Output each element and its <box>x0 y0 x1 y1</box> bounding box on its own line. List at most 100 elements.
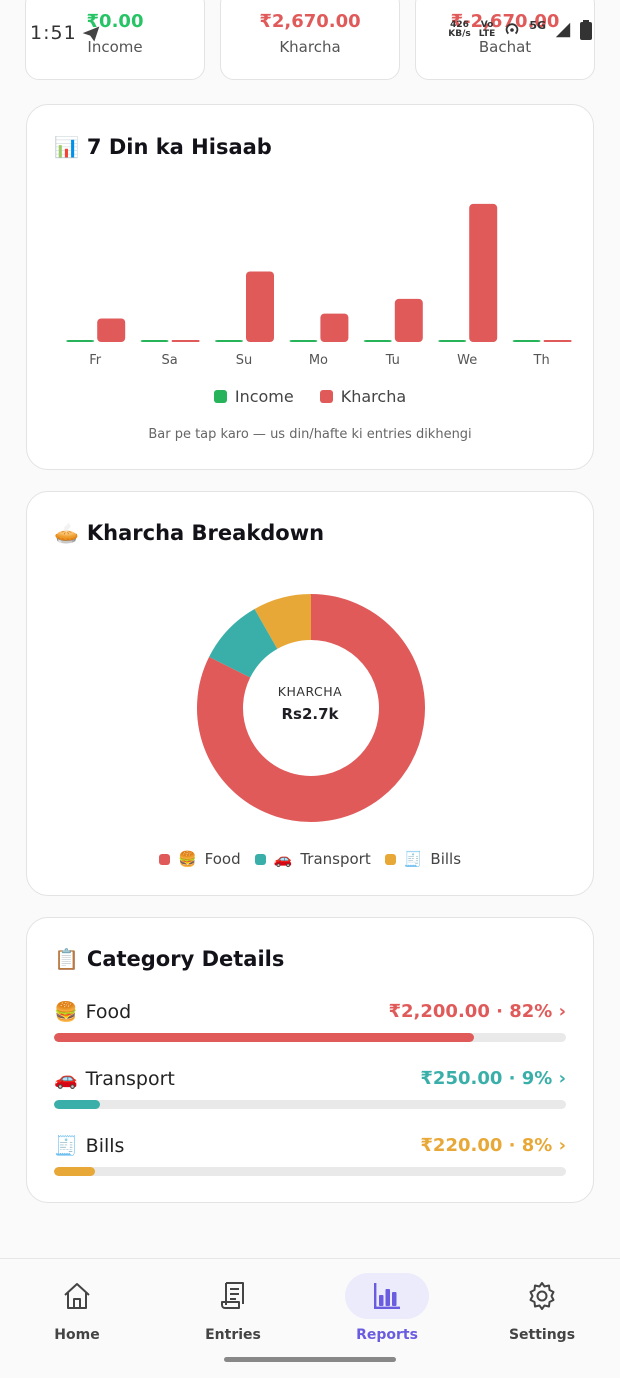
bills-slice[interactable] <box>254 594 312 650</box>
receipt-icon <box>191 1273 275 1319</box>
legend-kharcha: Kharcha <box>319 387 407 406</box>
legend-income: Income <box>213 387 294 406</box>
donut-center: KHARCHA Rs2.7k <box>27 684 593 723</box>
kharcha-bar[interactable] <box>97 318 126 342</box>
nav-home[interactable]: Home <box>22 1273 132 1343</box>
income-bar[interactable] <box>140 340 169 342</box>
legend-bills-label: Bills <box>430 850 462 868</box>
legend-food-swatch <box>158 853 170 865</box>
bachat-summary-card[interactable]: ₹-2,670.00 Bachat <box>415 0 595 80</box>
bar-chart-icon: 📊 <box>54 135 79 159</box>
legend-bills: 🧾 Bills <box>384 850 462 868</box>
category-name: 🧾 Bills <box>54 1134 125 1158</box>
category-progress-track <box>54 1167 566 1176</box>
receipt-icon: 🧾 <box>403 850 423 868</box>
legend-income-label: Income <box>234 387 294 406</box>
legend-transport-label: Transport <box>300 850 371 868</box>
kharcha-bar[interactable] <box>171 340 200 342</box>
x-tick-label: Su <box>236 353 253 368</box>
pie-icon: 🥧 <box>54 521 79 545</box>
category-details-card: 📋 Category Details 🍔 Food ₹2,200.00 · 82… <box>26 917 594 1203</box>
kharcha-bar[interactable] <box>320 313 349 342</box>
category-amount: ₹2,200.00 · 82% › <box>388 1001 567 1022</box>
legend-bills-swatch <box>384 853 396 865</box>
summary-row: ₹0.00 Income ₹2,670.00 Kharcha ₹-2,670.0… <box>25 0 595 80</box>
income-bar[interactable] <box>512 340 541 342</box>
chart-hint: Bar pe tap karo — us din/hafte ki entrie… <box>148 427 472 442</box>
legend-kharcha-label: Kharcha <box>340 387 407 406</box>
weekly-chart-legend: Income Kharcha <box>27 387 593 406</box>
kharcha-donut-chart[interactable] <box>27 492 595 897</box>
category-progress-fill <box>54 1033 474 1042</box>
nav-home-label: Home <box>54 1327 100 1343</box>
category-name: 🚗 Transport <box>54 1067 175 1091</box>
category-amount: ₹250.00 · 9% › <box>420 1068 566 1089</box>
income-label: Income <box>87 38 143 56</box>
income-bar[interactable] <box>66 340 95 342</box>
x-tick-label: Th <box>533 353 550 368</box>
income-summary-card[interactable]: ₹0.00 Income <box>25 0 205 80</box>
category-row-transport[interactable]: 🚗 Transport ₹250.00 · 9% › <box>54 1067 566 1127</box>
donut-center-value: Rs2.7k <box>281 705 339 723</box>
breakdown-title-text: Kharcha Breakdown <box>86 521 325 545</box>
income-bar[interactable] <box>289 340 318 342</box>
bachat-amount: ₹-2,670.00 <box>450 11 560 32</box>
x-tick-label: We <box>457 353 477 368</box>
kharcha-amount: ₹2,670.00 <box>259 11 361 32</box>
food-icon: 🍔 <box>54 1001 78 1023</box>
clipboard-icon: 📋 <box>54 947 79 971</box>
weekly-chart-title-text: 7 Din ka Hisaab <box>86 135 272 159</box>
home-indicator <box>224 1357 396 1362</box>
legend-transport: 🚗 Transport <box>254 850 371 868</box>
legend-transport-swatch <box>254 853 266 865</box>
category-details-title-text: Category Details <box>86 947 285 971</box>
nav-settings[interactable]: Settings <box>487 1273 597 1343</box>
breakdown-card: 🥧 Kharcha Breakdown KHARCHA Rs2.7k 🍔 Foo… <box>26 491 594 896</box>
legend-food: 🍔 Food <box>158 850 241 868</box>
receipt-icon: 🧾 <box>54 1135 78 1157</box>
income-bar[interactable] <box>438 340 467 342</box>
kharcha-bar[interactable] <box>394 298 423 342</box>
category-label: Bills <box>85 1134 125 1157</box>
category-row-bills[interactable]: 🧾 Bills ₹220.00 · 8% › <box>54 1134 566 1194</box>
nav-reports-label: Reports <box>356 1327 418 1343</box>
car-icon: 🚗 <box>273 850 293 868</box>
bachat-label: Bachat <box>478 38 532 56</box>
kharcha-bar[interactable] <box>469 203 498 342</box>
category-row-food[interactable]: 🍔 Food ₹2,200.00 · 82% › <box>54 1000 566 1060</box>
gear-icon <box>500 1273 584 1319</box>
kharcha-bar[interactable] <box>543 340 572 342</box>
donut-center-label: KHARCHA <box>277 684 343 699</box>
food-slice[interactable] <box>197 594 425 822</box>
weekly-chart-title: 📊 7 Din ka Hisaab <box>54 135 272 159</box>
category-label: Transport <box>85 1067 175 1090</box>
food-icon: 🍔 <box>177 850 197 868</box>
home-icon <box>35 1273 119 1319</box>
legend-income-swatch <box>213 390 227 403</box>
income-amount: ₹0.00 <box>86 11 144 32</box>
category-progress-track <box>54 1100 566 1109</box>
transport-slice[interactable] <box>209 608 279 679</box>
weekly-bar-chart[interactable]: Fr Sa Su Mo Tu We Th <box>27 105 595 405</box>
legend-kharcha-swatch <box>319 390 333 403</box>
kharcha-label: Kharcha <box>279 38 341 56</box>
category-progress-track <box>54 1033 566 1042</box>
category-details-title: 📋 Category Details <box>54 947 284 971</box>
category-progress-fill <box>54 1167 95 1176</box>
legend-food-label: Food <box>204 850 241 868</box>
x-tick-label: Mo <box>309 353 328 368</box>
nav-entries-label: Entries <box>205 1327 261 1343</box>
income-bar[interactable] <box>363 340 392 342</box>
weekly-chart-card: 📊 7 Din ka Hisaab Fr Sa Su Mo Tu We Th Income … <box>26 104 594 470</box>
nav-reports[interactable]: Reports <box>332 1273 442 1343</box>
income-bar[interactable] <box>215 340 243 342</box>
category-name: 🍔 Food <box>54 1000 131 1024</box>
kharcha-bar[interactable] <box>246 271 274 342</box>
breakdown-title: 🥧 Kharcha Breakdown <box>54 521 324 545</box>
x-tick-label: Fr <box>89 353 102 368</box>
category-amount: ₹220.00 · 8% › <box>420 1135 566 1156</box>
nav-entries[interactable]: Entries <box>178 1273 288 1343</box>
kharcha-summary-card[interactable]: ₹2,670.00 Kharcha <box>220 0 400 80</box>
bar-chart-icon <box>345 1273 429 1319</box>
category-progress-fill <box>54 1100 101 1109</box>
